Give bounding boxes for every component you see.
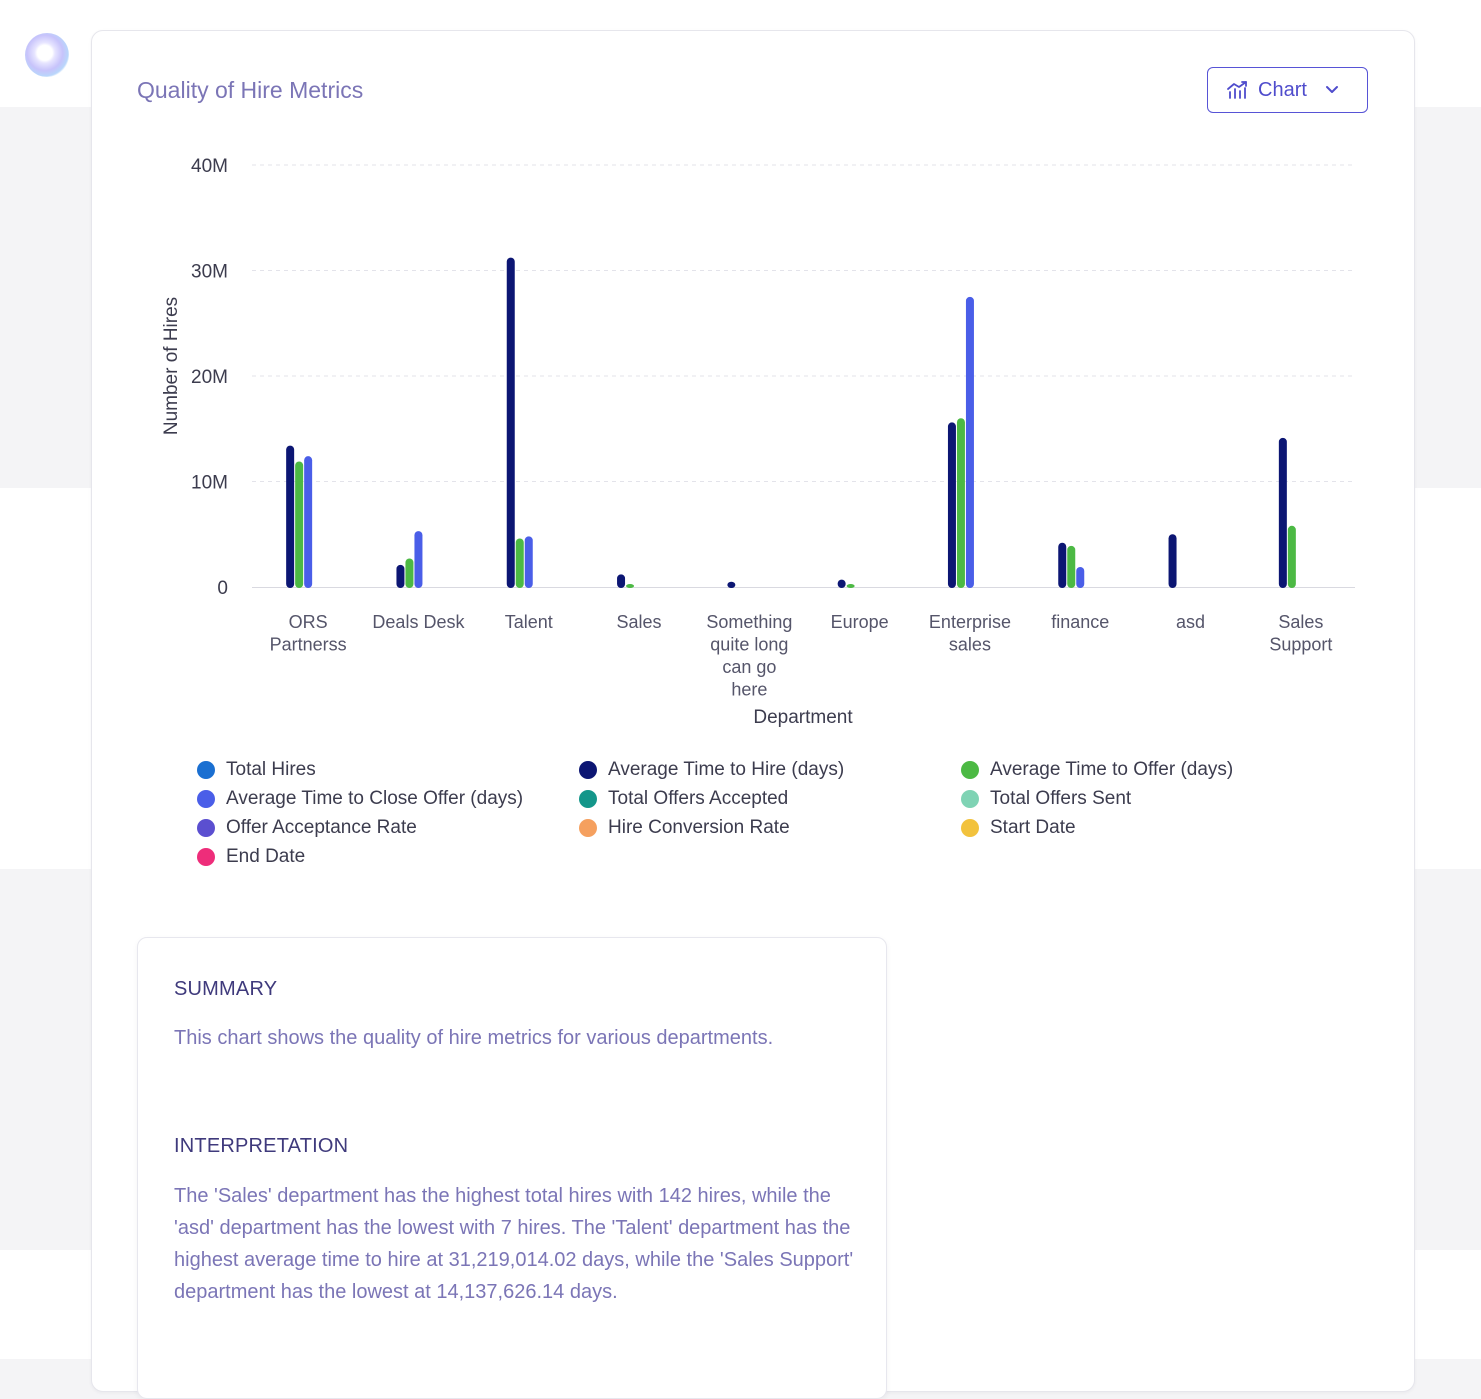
x-tick-label: Sales Support	[1269, 612, 1332, 655]
interpretation-heading: INTERPRETATION	[174, 1135, 349, 1157]
legend-label: Start Date	[990, 816, 1076, 838]
x-tick-label: Deals Desk	[372, 612, 465, 632]
legend-item[interactable]: Total Offers Sent	[961, 787, 1343, 810]
bar-average-time-to-close-offer-days[interactable]	[524, 536, 533, 588]
legend-swatch-icon	[197, 760, 215, 779]
bar-average-time-to-hire-days[interactable]	[837, 579, 846, 588]
x-tick-label: asd	[1176, 612, 1205, 632]
legend-label: Total Offers Accepted	[608, 787, 789, 809]
x-tick-label: Enterprise sales	[929, 612, 1011, 655]
bar-average-time-to-offer-days[interactable]	[626, 584, 635, 588]
bar-average-time-to-offer-days[interactable]	[1287, 525, 1296, 588]
y-axis-label: Number of Hires	[161, 297, 182, 435]
bar-average-time-to-hire-days[interactable]	[286, 445, 295, 588]
bar-average-time-to-hire-days[interactable]	[396, 564, 405, 588]
bar-average-time-to-hire-days[interactable]	[727, 581, 736, 588]
y-tick-label: 10M	[191, 473, 228, 494]
bar-average-time-to-offer-days[interactable]	[295, 461, 304, 588]
y-tick-label: 30M	[191, 262, 228, 283]
legend-swatch-icon	[961, 789, 979, 808]
x-tick-label: Something quite long can go here	[706, 612, 792, 700]
legend-swatch-icon	[579, 818, 597, 837]
bar-average-time-to-hire-days[interactable]	[1058, 542, 1067, 588]
y-tick-label: 40M	[191, 156, 228, 177]
card-title: Quality of Hire Metrics	[137, 77, 364, 103]
bar-average-time-to-close-offer-days[interactable]	[1076, 566, 1085, 588]
chart-analytics-icon	[1226, 80, 1248, 100]
legend-label: Total Hires	[226, 758, 316, 780]
legend-swatch-icon	[961, 818, 979, 837]
legend-label: Average Time to Close Offer (days)	[226, 787, 524, 809]
summary-heading: SUMMARY	[174, 978, 278, 1000]
legend-item[interactable]: Total Hires	[197, 758, 579, 781]
bar-average-time-to-hire-days[interactable]	[506, 257, 515, 588]
legend-label: Total Offers Sent	[990, 787, 1132, 809]
quality-of-hire-card: Quality of Hire Metrics Chart 0 10M 20M 30M…	[91, 30, 1415, 1399]
bar-average-time-to-offer-days[interactable]	[956, 418, 965, 588]
interpretation-text: The 'Sales' department has the highest t…	[174, 1185, 854, 1303]
legend-swatch-icon	[197, 847, 215, 866]
summary-text: This chart shows the quality of hire met…	[174, 1027, 774, 1049]
legend-item[interactable]: End Date	[197, 845, 579, 868]
x-tick-label: Talent	[505, 612, 553, 632]
legend-swatch-icon	[579, 760, 597, 779]
legend-label: End Date	[226, 845, 306, 867]
legend-label: Average Time to Offer (days)	[990, 758, 1234, 780]
x-tick-label: Europe	[831, 612, 889, 632]
chart-view-label: Chart	[1258, 78, 1307, 101]
bar-average-time-to-offer-days[interactable]	[405, 558, 414, 588]
legend-item[interactable]: Hire Conversion Rate	[579, 816, 961, 839]
chevron-down-icon	[1325, 85, 1339, 95]
x-tick-label: ORS Partnerss	[270, 612, 347, 655]
bar-average-time-to-hire-days[interactable]	[1168, 534, 1177, 588]
app-logo[interactable]	[25, 33, 69, 77]
legend-swatch-icon	[197, 818, 215, 837]
bar-average-time-to-close-offer-days[interactable]	[304, 456, 313, 588]
bar-average-time-to-hire-days[interactable]	[1278, 437, 1287, 588]
bar-average-time-to-offer-days[interactable]	[846, 584, 855, 588]
summary-panel: SUMMARY This chart shows the quality of …	[137, 937, 887, 1399]
x-tick-label: finance	[1051, 612, 1109, 632]
bar-average-time-to-close-offer-days[interactable]	[965, 296, 974, 588]
x-tick-label: Sales	[617, 612, 662, 632]
bar-average-time-to-offer-days[interactable]	[515, 538, 524, 588]
legend-item[interactable]: Average Time to Offer (days)	[961, 758, 1343, 781]
legend-label: Hire Conversion Rate	[608, 816, 790, 838]
legend-label: Average Time to Hire (days)	[608, 758, 845, 780]
legend-item[interactable]: Total Offers Accepted	[579, 787, 961, 810]
legend-swatch-icon	[579, 789, 597, 808]
bar-average-time-to-hire-days[interactable]	[947, 422, 956, 588]
bar-chart: 0 10M 20M 30M 40M Number of Hires Department O…	[161, 156, 1355, 728]
y-tick-label: 20M	[191, 367, 228, 388]
legend-item[interactable]: Average Time to Hire (days)	[579, 758, 961, 781]
legend-item[interactable]: Average Time to Close Offer (days)	[197, 787, 579, 810]
legend-item[interactable]: Start Date	[961, 816, 1343, 839]
x-axis-label: Department	[753, 707, 853, 728]
bar-average-time-to-hire-days[interactable]	[617, 574, 626, 588]
chart-view-dropdown[interactable]: Chart	[1207, 67, 1368, 113]
bar-average-time-to-close-offer-days[interactable]	[414, 531, 423, 588]
bar-average-time-to-offer-days[interactable]	[1067, 545, 1076, 588]
y-tick-label: 0	[217, 578, 228, 599]
legend-swatch-icon	[961, 760, 979, 779]
legend-item[interactable]: Offer Acceptance Rate	[197, 816, 579, 839]
chart-legend: Total Hires Average Time to Hire (days) Av…	[197, 758, 1347, 868]
legend-label: Offer Acceptance Rate	[226, 816, 417, 838]
legend-swatch-icon	[197, 789, 215, 808]
